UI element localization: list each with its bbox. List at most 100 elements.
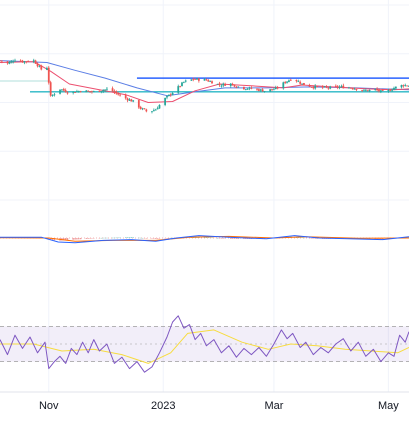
candle-body (216, 83, 219, 85)
candle-body (379, 90, 382, 92)
candle-body (314, 85, 317, 89)
candle-body (124, 95, 127, 99)
candle-body (312, 87, 315, 89)
macd-histogram-bar (102, 237, 104, 239)
candle-body (237, 86, 240, 88)
macd-histogram-bar (151, 238, 153, 239)
candle-body (10, 61, 13, 63)
candle-body (258, 89, 260, 91)
candle-body (376, 88, 379, 91)
candle-body (336, 86, 339, 88)
macd-histogram-bar (220, 238, 223, 239)
candle-body (197, 78, 200, 81)
candle-body (274, 87, 277, 90)
macd-histogram-bar (72, 238, 74, 240)
macd-histogram-bar (310, 238, 313, 239)
macd-histogram-bar (78, 238, 80, 240)
candle-body (98, 90, 101, 92)
candle-body (111, 88, 114, 92)
candle-body (273, 89, 275, 91)
candle-body (259, 89, 262, 91)
candle-body (276, 87, 279, 89)
macd-histogram-bar (233, 238, 236, 239)
moving-average-fast (0, 61, 409, 103)
candle-body (14, 60, 16, 62)
macd-histogram-bar (203, 237, 206, 238)
macd-histogram-bar (63, 238, 65, 241)
candle-body (85, 90, 88, 93)
macd-histogram-bar (79, 238, 82, 240)
candle-body (303, 82, 305, 86)
candle-body (203, 79, 206, 81)
macd-histogram-bar (218, 238, 221, 239)
macd-histogram-bar (51, 238, 54, 240)
macd-histogram-bar (143, 238, 146, 239)
macd-histogram-bar (100, 237, 103, 239)
macd-histogram-bar (230, 238, 232, 239)
candle-body (263, 91, 266, 92)
macd-histogram-bar (303, 237, 305, 239)
rsi-line (0, 315, 409, 373)
macd-histogram-bar (138, 237, 140, 239)
candle-body (256, 88, 258, 90)
candle-body (242, 86, 245, 90)
candle-body (248, 87, 251, 89)
candle-body (301, 83, 303, 85)
gridlines (0, 0, 409, 393)
candle-body (64, 90, 67, 93)
macd-histogram-bar (216, 237, 219, 239)
candle-body (222, 83, 225, 86)
candle-body (378, 89, 380, 92)
candle-body (6, 61, 9, 64)
candle-body (205, 79, 208, 81)
candle-body (106, 88, 108, 90)
macd-histogram-bar (170, 237, 172, 239)
candle-body (218, 83, 221, 86)
macd-histogram-bar (153, 238, 155, 239)
candle-body (145, 109, 148, 112)
candle-body (49, 82, 52, 96)
candle-body (325, 86, 328, 88)
macd-histogram-bar (299, 237, 301, 238)
candle-body (282, 82, 285, 89)
candle-body (235, 86, 238, 88)
macd-histogram-bar (316, 238, 318, 239)
macd-histogram-bar (64, 238, 67, 241)
candle-body (158, 104, 161, 109)
macd-histogram-bar (301, 237, 303, 238)
macd-histogram-bar (224, 238, 226, 239)
candle-body (74, 92, 76, 94)
candle-body (269, 89, 272, 92)
candle-body (143, 108, 146, 110)
candle-body (34, 60, 37, 64)
macd-histogram-bar (168, 238, 170, 239)
candle-body (40, 65, 43, 70)
candle-body (351, 88, 354, 90)
macd-histogram-bar (222, 238, 224, 239)
candle-body (338, 86, 341, 88)
candle-body (297, 81, 300, 83)
macd-histogram-bar (158, 238, 161, 239)
candle-body (233, 84, 236, 87)
macd-histogram-bar (140, 237, 142, 239)
candle-body (167, 94, 170, 97)
candle-body (381, 89, 384, 91)
macd-histogram-bar (166, 238, 168, 239)
candle-body (156, 108, 159, 110)
macd-histogram-bar (89, 238, 91, 239)
candle-body (284, 82, 287, 83)
candle-body (334, 85, 337, 87)
candle-body (115, 91, 118, 94)
candle-body (128, 99, 131, 101)
macd-histogram-bar (85, 238, 88, 239)
macd-histogram-bar (128, 237, 131, 238)
candle-body (46, 68, 48, 70)
macd-histogram-bar (380, 238, 382, 240)
candle-body (316, 86, 318, 88)
candle-body (91, 91, 93, 93)
macd-histogram-bar (106, 237, 108, 239)
macd-signal-line (0, 235, 409, 242)
rsi-moving-average (0, 329, 409, 364)
candle-body (79, 91, 82, 93)
macd-histogram-bar (308, 238, 311, 239)
